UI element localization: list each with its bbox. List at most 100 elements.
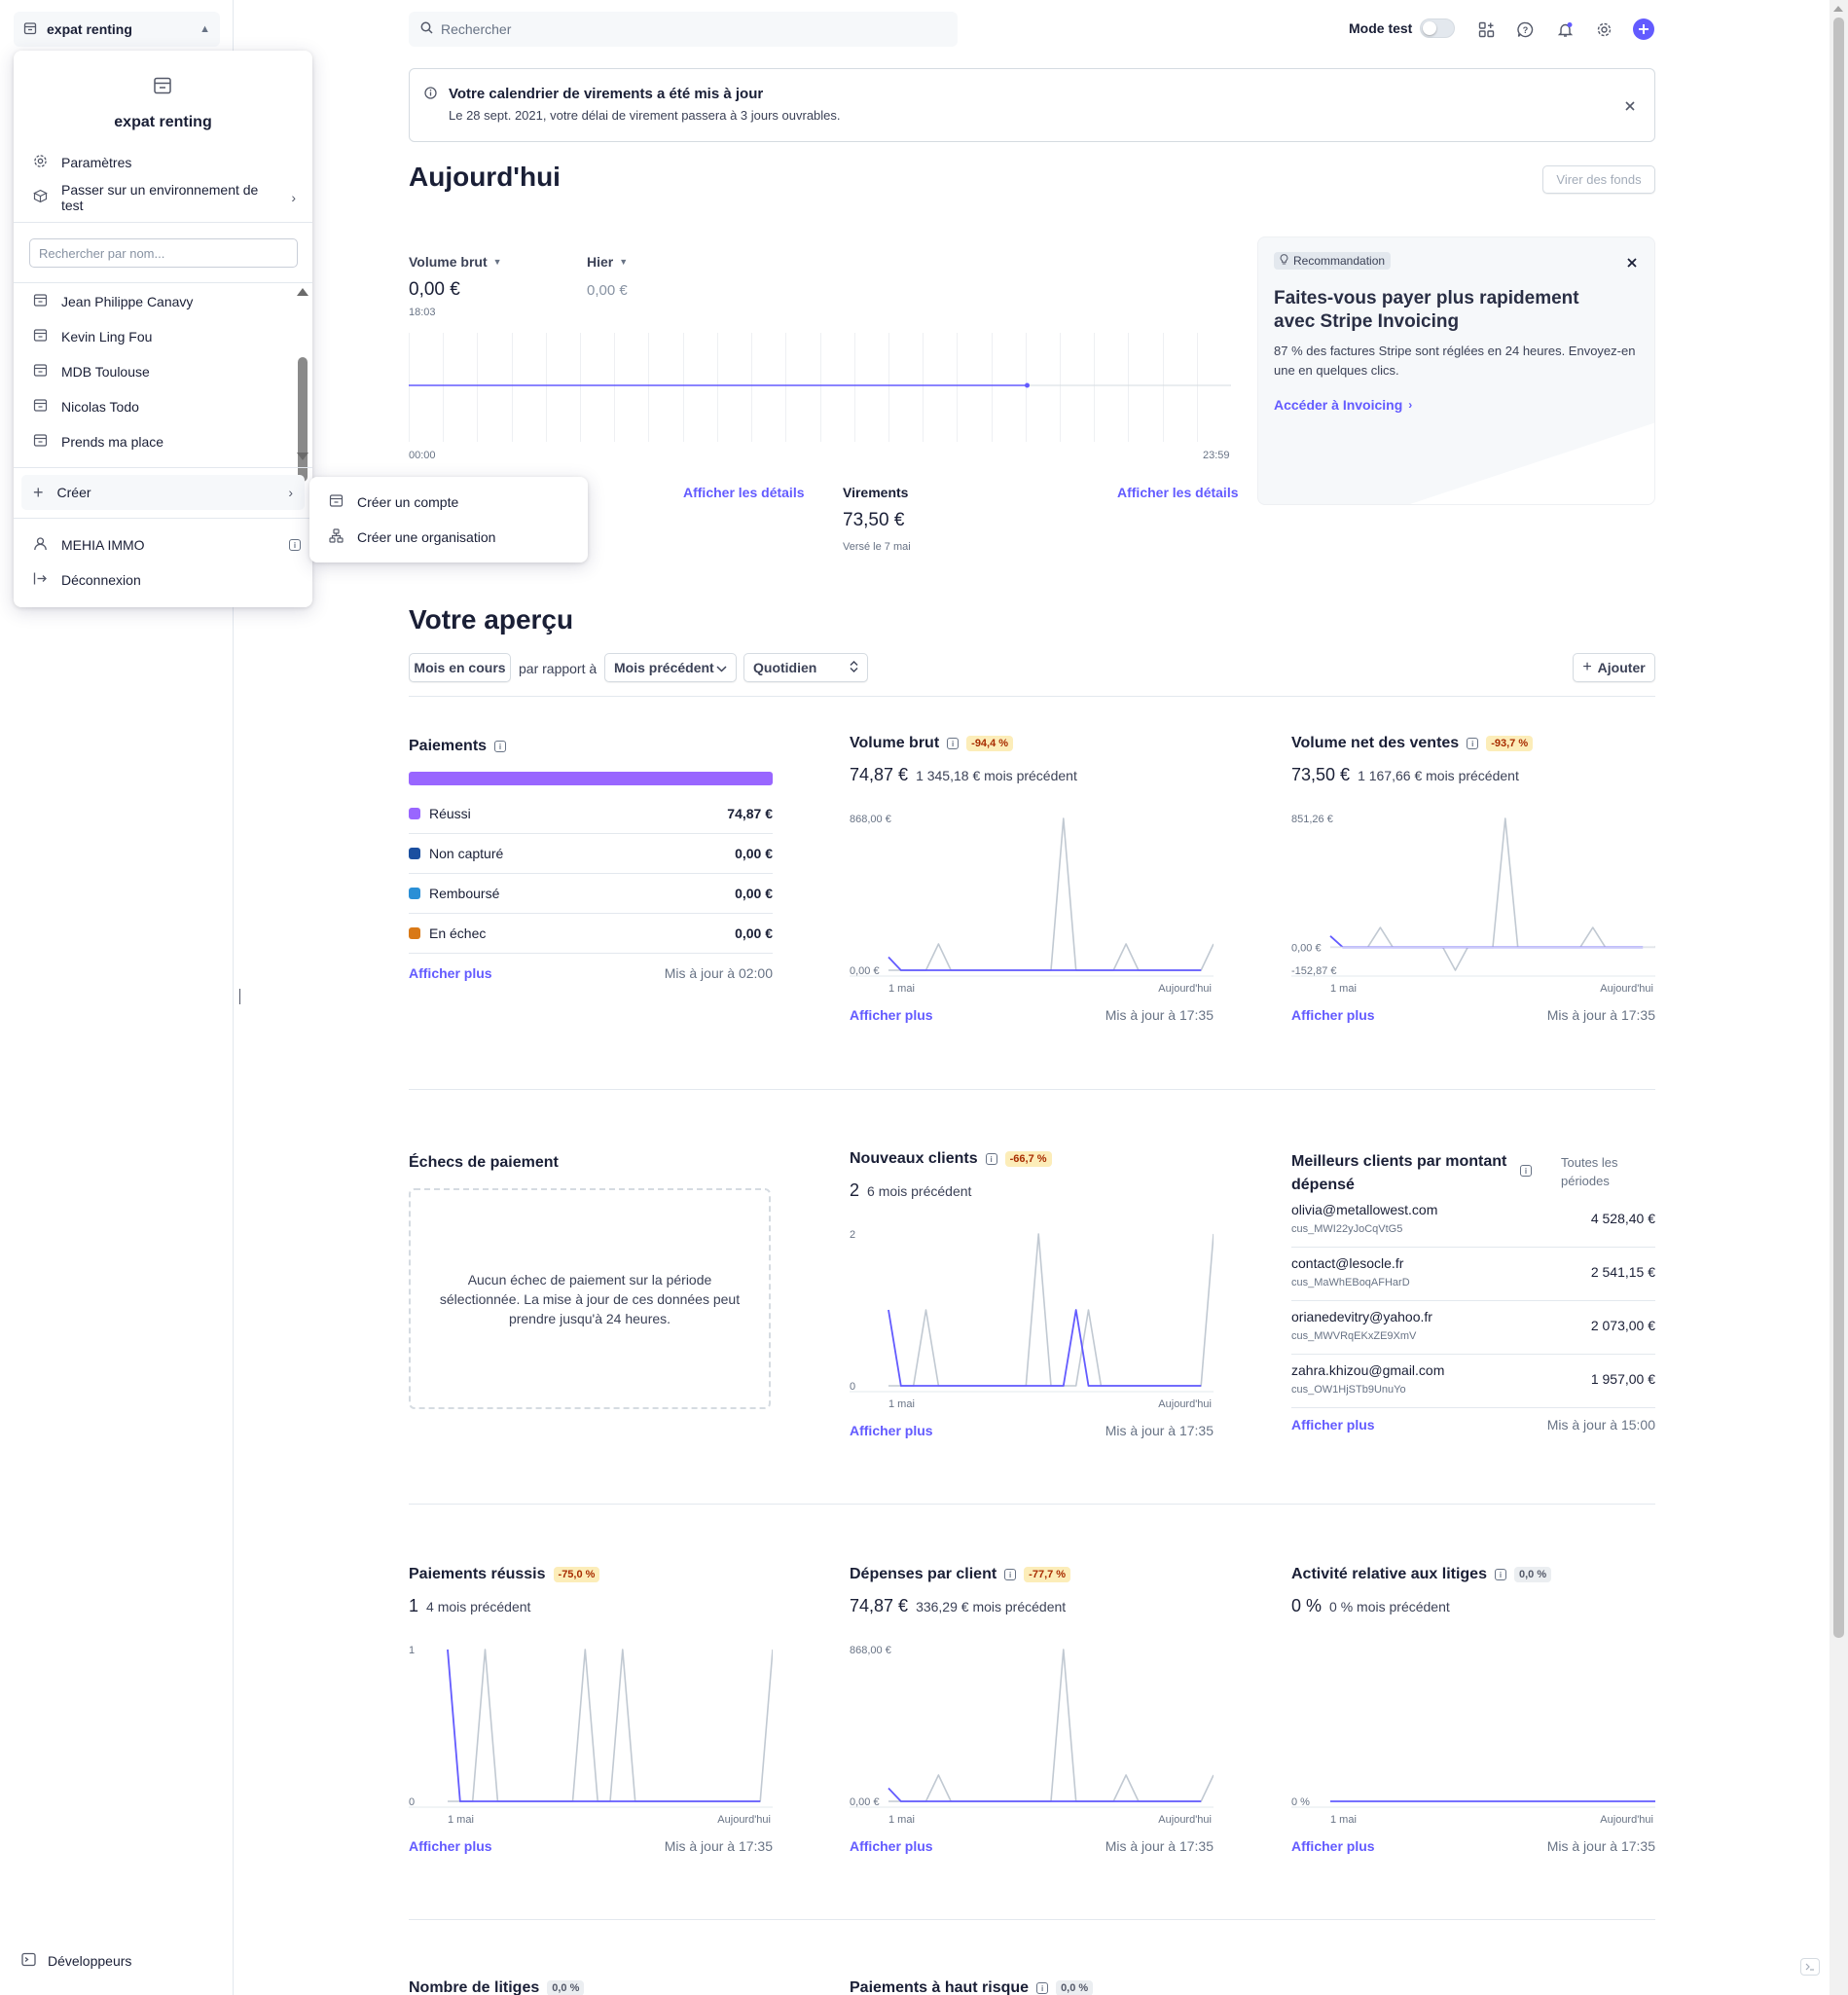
- create-org-item[interactable]: Créer une organisation: [329, 524, 495, 551]
- divider: [14, 222, 312, 223]
- info-icon[interactable]: i: [985, 1153, 997, 1165]
- chart-y-tick: 0,00 €: [1291, 942, 1322, 954]
- customer-id: cus_MWI22yJoCqVtG5: [1291, 1223, 1403, 1235]
- account-menu-title: expat renting: [114, 114, 212, 130]
- info-icon[interactable]: i: [289, 539, 301, 551]
- disputes-activity-summary: 0 % 0 % mois précédent: [1291, 1596, 1450, 1616]
- svg-text:?: ?: [1522, 25, 1528, 35]
- net-volume-footer: Afficher plus Mis à jour à 17:35: [1291, 1007, 1655, 1023]
- terminal-icon[interactable]: [1800, 1958, 1820, 1976]
- scroll-thumb[interactable]: [1833, 18, 1844, 1638]
- successful-payments-summary: 1 4 mois précédent: [409, 1596, 530, 1616]
- successful-payments-value: 1: [409, 1596, 419, 1615]
- legend-value: 0,00 €: [735, 925, 773, 941]
- chart-x-tick: 1 mai: [448, 1814, 474, 1826]
- info-icon[interactable]: i: [1494, 1569, 1506, 1580]
- compare-selector[interactable]: Hier ▼: [587, 254, 628, 270]
- successful-payments-footer: Afficher plus Mis à jour à 17:35: [409, 1838, 773, 1854]
- chart-x-tick: 1 mai: [888, 1814, 915, 1826]
- info-icon[interactable]: i: [494, 741, 507, 752]
- scroll-up-icon[interactable]: [1833, 6, 1843, 12]
- chevron-right-icon: ›: [1408, 398, 1413, 412]
- test-env-menu-item[interactable]: Passer sur un environnement de test ›: [33, 182, 296, 213]
- yesterday-label: Hier: [587, 254, 614, 270]
- new-customers-more-link[interactable]: Afficher plus: [850, 1423, 933, 1438]
- divider: [14, 467, 312, 468]
- banner-text: Le 28 sept. 2021, votre délai de viremen…: [449, 108, 841, 123]
- new-customers-previous: 6 mois précédent: [867, 1183, 972, 1199]
- customer-row[interactable]: zahra.khizou@gmail.com cus_OW1HjSTb9UnuYo…: [1291, 1355, 1655, 1408]
- user-menu-item[interactable]: MEHIA IMMO i: [33, 531, 301, 559]
- scroll-down-icon[interactable]: [297, 453, 308, 460]
- spend-per-customer-more-link[interactable]: Afficher plus: [850, 1838, 933, 1854]
- settings-menu-item[interactable]: Paramètres: [33, 149, 131, 176]
- transfers-label: Virements: [843, 485, 909, 500]
- granularity-select[interactable]: Quotidien: [743, 653, 868, 682]
- account-list-scroll-thumb[interactable]: [298, 357, 308, 482]
- account-list-label: Jean Philippe Canavy: [61, 294, 194, 309]
- apps-icon[interactable]: [1473, 17, 1499, 42]
- legend-dot: [409, 888, 420, 899]
- logout-menu-item[interactable]: Déconnexion: [33, 566, 141, 594]
- close-icon[interactable]: [1619, 250, 1645, 275]
- compare-select[interactable]: Mois précédent: [604, 653, 737, 682]
- gross-volume-selector[interactable]: Volume brut ▼: [409, 254, 502, 270]
- customer-id: cus_OW1HjSTb9UnuYo: [1291, 1384, 1406, 1396]
- disputes-activity-more-link[interactable]: Afficher plus: [1291, 1838, 1375, 1854]
- resize-handle[interactable]: [239, 989, 240, 1004]
- account-search-placeholder: Rechercher par nom...: [39, 245, 165, 261]
- details-link[interactable]: Afficher les détails: [683, 485, 805, 500]
- create-plus-icon[interactable]: [1631, 17, 1656, 42]
- account-list-item[interactable]: Jean Philippe Canavy: [33, 288, 193, 315]
- info-icon[interactable]: i: [1004, 1569, 1017, 1580]
- global-search[interactable]: Rechercher: [409, 12, 958, 47]
- scroll-up-icon[interactable]: [297, 288, 308, 296]
- payments-legend-row: Remboursé 0,00 €: [409, 874, 773, 914]
- account-list-item[interactable]: Nicolas Todo: [33, 393, 139, 420]
- page-scrollbar[interactable]: [1830, 0, 1848, 1995]
- account-switcher[interactable]: expat renting ▲: [14, 12, 220, 47]
- user-icon: [33, 536, 48, 554]
- account-list-item[interactable]: Prends ma place: [33, 428, 163, 455]
- yesterday-value: 0,00 €: [587, 282, 628, 299]
- top-customers-more-link[interactable]: Afficher plus: [1291, 1417, 1375, 1433]
- successful-payments-more-link[interactable]: Afficher plus: [409, 1838, 492, 1854]
- developers-link[interactable]: Développeurs: [21, 1952, 131, 1970]
- customer-row[interactable]: orianedevitry@yahoo.fr cus_MWVRqEKxZE9XmV…: [1291, 1301, 1655, 1355]
- transfer-funds-button[interactable]: Virer des fonds: [1542, 165, 1655, 194]
- account-menu: expat renting Paramètres Passer sur un e…: [14, 51, 312, 607]
- gear-icon[interactable]: [1591, 17, 1616, 42]
- close-icon[interactable]: [1617, 93, 1643, 119]
- chart-y-tick: 1: [409, 1645, 415, 1656]
- account-list-item[interactable]: MDB Toulouse: [33, 358, 150, 385]
- net-volume-more-link[interactable]: Afficher plus: [1291, 1007, 1375, 1023]
- net-volume-updated: Mis à jour à 17:35: [1546, 1007, 1655, 1023]
- info-icon[interactable]: i: [1036, 1982, 1049, 1994]
- invoicing-link[interactable]: Accéder à Invoicing ›: [1274, 397, 1412, 413]
- transfers-details-link[interactable]: Afficher les détails: [1117, 485, 1239, 500]
- test-mode-toggle[interactable]: [1420, 18, 1456, 38]
- chart-x-tick: Aujourd'hui: [1600, 983, 1653, 995]
- info-icon[interactable]: i: [1520, 1165, 1532, 1177]
- transfers-value: 73,50 €: [843, 510, 905, 530]
- account-search-input[interactable]: Rechercher par nom...: [29, 238, 298, 268]
- customer-row[interactable]: olivia@metallowest.com cus_MWI22yJoCqVtG5…: [1291, 1194, 1655, 1248]
- customer-row[interactable]: contact@lesocle.fr cus_MaWhEBoqAFHarD 2 54…: [1291, 1248, 1655, 1301]
- create-menu-item[interactable]: + Créer ›: [21, 475, 305, 510]
- add-button[interactable]: + Ajouter: [1573, 653, 1655, 682]
- payments-more-link[interactable]: Afficher plus: [409, 965, 492, 981]
- help-icon[interactable]: ?: [1512, 17, 1538, 42]
- period-button[interactable]: Mois en cours: [409, 653, 511, 682]
- reco-badge: Recommandation: [1274, 252, 1392, 270]
- chart-y-tick: 868,00 €: [850, 814, 891, 825]
- create-account-item[interactable]: Créer un compte: [329, 489, 458, 516]
- notifications-icon[interactable]: [1552, 17, 1577, 42]
- info-icon[interactable]: i: [1467, 738, 1479, 749]
- account-list-item[interactable]: Kevin Ling Fou: [33, 323, 152, 350]
- banner-title: Votre calendrier de virements a été mis …: [449, 86, 764, 102]
- gross-volume-more-link[interactable]: Afficher plus: [850, 1007, 933, 1023]
- gear-icon: [33, 154, 48, 171]
- chevron-down-icon: [716, 660, 727, 675]
- info-icon[interactable]: i: [947, 738, 960, 749]
- chart-y-tick: 851,26 €: [1291, 814, 1333, 825]
